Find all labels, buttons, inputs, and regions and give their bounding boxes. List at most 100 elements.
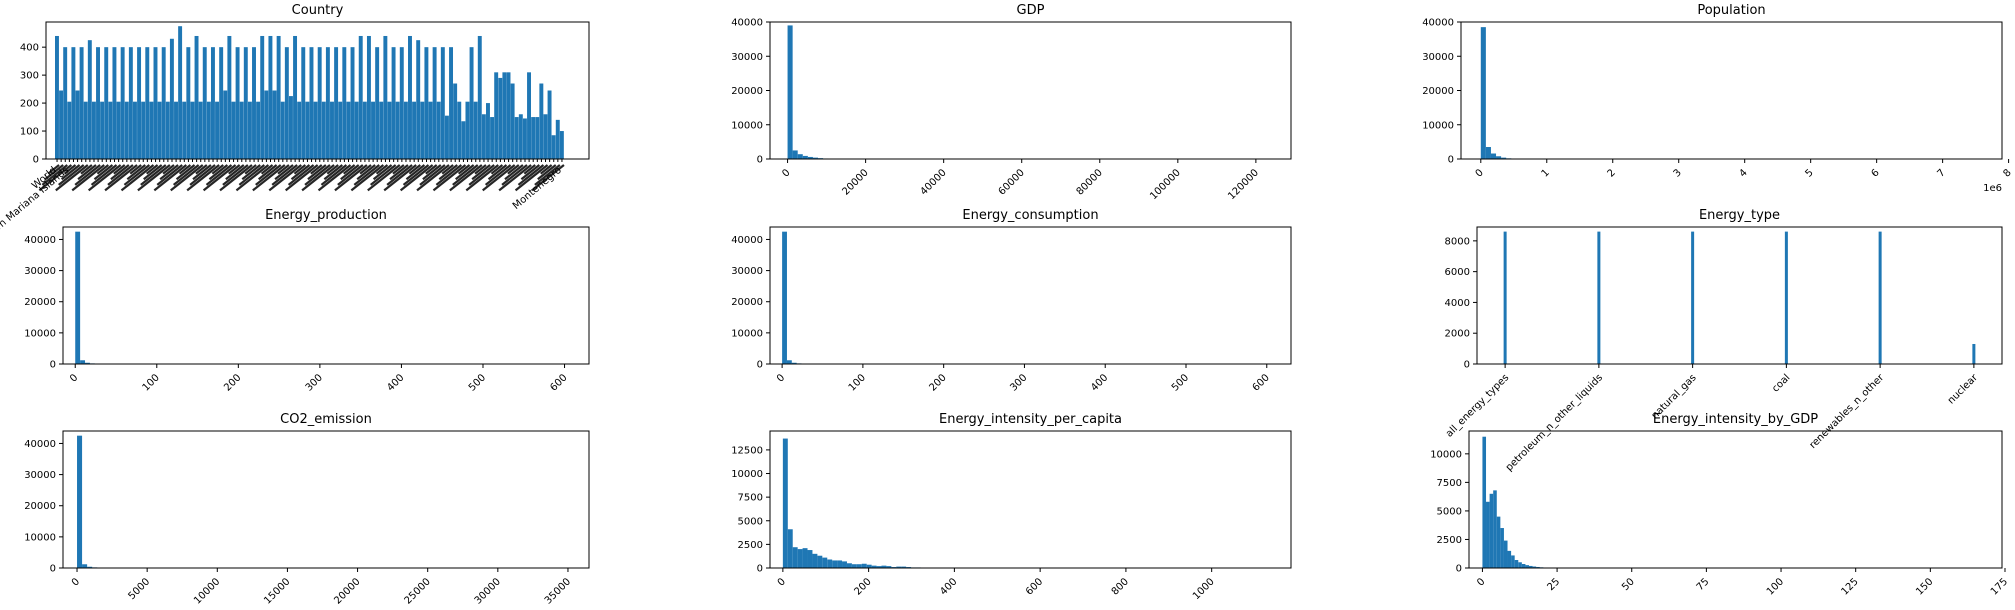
x-tick-label-glyph <box>402 164 430 186</box>
x-tick-label-glyph <box>140 164 167 186</box>
histogram-bar <box>403 101 408 159</box>
y-tick-label: 300 <box>20 71 39 82</box>
axes-frame <box>62 430 590 569</box>
y-tick-label: 30000 <box>24 470 56 481</box>
histogram-bar <box>901 566 907 568</box>
x-tick-label: 500 <box>1170 372 1191 393</box>
x-tick-label: 20000 <box>332 576 362 606</box>
histogram-bar <box>506 72 511 159</box>
x-tick-label-glyph <box>416 164 450 192</box>
axes-frame <box>769 21 1292 160</box>
histogram-bar <box>461 121 466 159</box>
histogram-bar <box>358 35 363 159</box>
histogram-bar <box>350 47 355 159</box>
x-tick-label-glyph <box>186 164 220 192</box>
x-tick-label: 7 <box>1935 167 1947 179</box>
x-tick-label: 35000 <box>543 576 573 606</box>
histogram-bar <box>543 114 548 159</box>
x-tick-label: 15000 <box>262 576 292 606</box>
histogram-bar <box>786 360 792 364</box>
y-tick-label: 10000 <box>731 120 763 131</box>
histogram-bar <box>822 557 828 568</box>
x-tick-label-glyph <box>205 164 233 186</box>
histogram-bar <box>807 156 813 159</box>
histogram-bar <box>169 38 174 159</box>
x-tick-label-glyph <box>63 164 77 175</box>
x-tick-label: 150 <box>1914 576 1935 597</box>
subplot-gdp: GDP 0 20000 40000 60000 80000 100000 120000 0 100… <box>731 3 1292 202</box>
x-tick-label-glyph <box>514 164 549 192</box>
x-tick-label-glyph <box>277 164 290 175</box>
histogram-bar <box>1878 231 1882 364</box>
x-tick-label: 8 <box>2001 167 2013 179</box>
x-tick-label: nuclear <box>1946 372 1981 407</box>
histogram-bar <box>420 101 425 159</box>
x-tick-label-glyph <box>534 164 561 186</box>
histogram-bar <box>555 119 560 159</box>
histogram-bar <box>186 47 191 159</box>
histogram-bar <box>1489 493 1494 568</box>
histogram-bar <box>231 101 236 159</box>
histogram-bar <box>797 549 803 568</box>
y-tick-label: 0 <box>757 155 763 166</box>
y-tick-label: 0 <box>1448 155 1454 166</box>
subplot-title: GDP <box>1017 3 1045 18</box>
x-tick-label-glyph <box>465 164 499 192</box>
x-tick-label-glyph <box>531 164 565 192</box>
histogram-bar <box>1493 490 1497 568</box>
x-tick-label: 100 <box>1765 576 1786 597</box>
histogram-bar <box>797 154 803 159</box>
histogram-bar <box>198 101 203 159</box>
histogram-bar <box>71 47 76 159</box>
x-tick-label-glyph <box>143 164 163 181</box>
x-tick-label: 0 <box>1475 576 1487 588</box>
x-tick-label-glyph <box>225 164 245 181</box>
x-tick-label: 0 <box>70 576 82 588</box>
x-tick-label: 200 <box>852 576 873 597</box>
histogram-bar <box>215 101 220 159</box>
x-tick-label-glyph <box>383 164 417 192</box>
histogram-bar <box>288 96 293 159</box>
histogram-bar <box>1486 501 1490 568</box>
x-tick-label: 0 <box>68 372 80 384</box>
x-tick-label-glyph <box>126 164 146 181</box>
histogram-bar <box>518 114 523 159</box>
histogram-bar <box>1490 153 1497 159</box>
x-tick-label-glyph <box>58 164 85 186</box>
histogram-bar <box>342 47 347 159</box>
y-tick-label: 0 <box>1464 360 1470 371</box>
histogram-bar <box>83 101 88 159</box>
histogram-bar <box>791 362 797 364</box>
histogram-bar <box>871 565 877 568</box>
histogram-bar <box>79 47 84 159</box>
axes-frame <box>1460 21 2003 160</box>
y-tick-label: 30000 <box>24 266 56 277</box>
histogram-bar <box>547 90 552 159</box>
x-tick-label-glyph <box>310 164 323 175</box>
y-tick-label: 6000 <box>1445 267 1470 278</box>
x-tick-label-glyph <box>457 164 471 175</box>
x-tick-label-glyph <box>425 164 438 175</box>
histogram-bar <box>1503 231 1507 364</box>
y-tick-label: 5000 <box>738 516 763 527</box>
y-tick-label: 2500 <box>738 540 763 551</box>
histogram-bar <box>444 115 449 159</box>
x-tick-label: 80000 <box>1075 167 1105 197</box>
histogram-bar <box>787 25 793 159</box>
histogram-bar <box>827 559 833 568</box>
x-tick-label: 6 <box>1869 167 1881 179</box>
x-tick-label-glyph <box>386 164 413 186</box>
histogram-bar <box>137 47 142 159</box>
y-tick-label: 40000 <box>24 235 56 246</box>
histogram-bar <box>321 101 326 159</box>
histogram-bar <box>96 47 100 159</box>
y-tick-label: 5000 <box>1437 506 1462 517</box>
x-tick-label: 0 <box>776 576 788 588</box>
y-tick-label: 400 <box>20 43 39 54</box>
axes-frame <box>769 430 1292 569</box>
histogram-bar <box>1529 565 1533 568</box>
subplot-title: Energy_intensity_per_capita <box>939 412 1122 427</box>
y-tick-label: 4000 <box>1445 298 1470 309</box>
y-tick-label: 20000 <box>24 501 56 512</box>
x-tick-label-glyph <box>441 164 454 175</box>
